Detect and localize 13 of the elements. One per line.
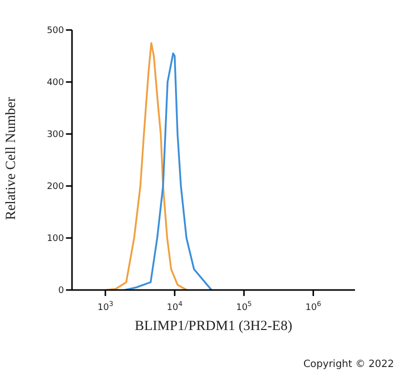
y-tick-label: 200 bbox=[46, 182, 64, 192]
text: Copyright © 2022 bbox=[303, 359, 394, 370]
y-tick-label: 0 bbox=[58, 286, 64, 296]
x-tick-label: 10$^{4}$ bbox=[166, 300, 183, 313]
x-tick-label: 10$^{3}$ bbox=[97, 300, 114, 313]
y-axis-title: Relative Cell Number bbox=[4, 96, 19, 220]
y-tick-label: 300 bbox=[46, 130, 64, 140]
x-tick-label: 10$^{5}$ bbox=[236, 300, 252, 313]
x-axis-title: BLIMP1/PRDM1 (3H2-E8) bbox=[134, 319, 293, 334]
y-tick-label: 500 bbox=[46, 26, 64, 36]
y-tick-label: 100 bbox=[46, 234, 64, 244]
y-tick-label: 400 bbox=[46, 78, 64, 88]
x-tick-label: 10$^{6}$ bbox=[305, 300, 322, 313]
